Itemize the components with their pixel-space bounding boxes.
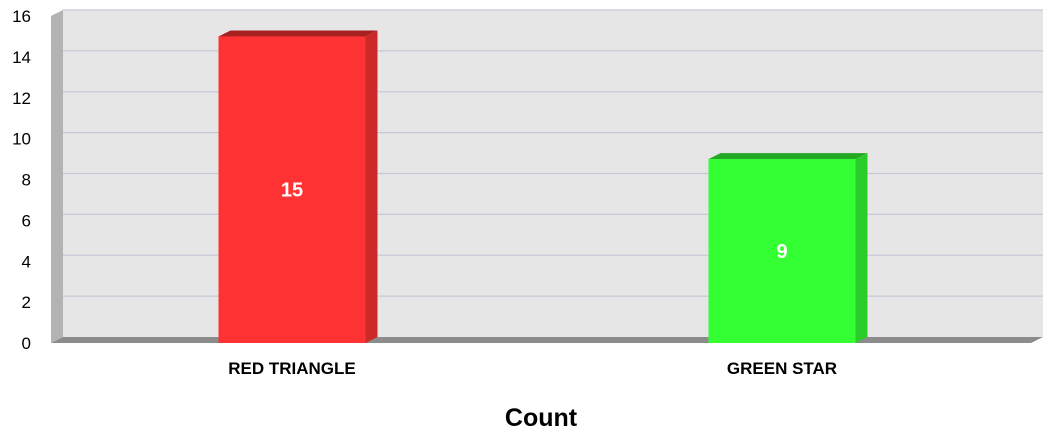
chart-walls [51, 10, 1043, 343]
left-wall [51, 10, 63, 343]
bar-value-label: 15 [281, 180, 303, 202]
y-tick-label: 10 [12, 130, 31, 149]
y-tick-label: 12 [12, 89, 31, 108]
bar [708, 159, 856, 343]
y-tick-label: 16 [12, 7, 31, 26]
bar-group: 9 [708, 153, 868, 343]
x-category-label: RED TRIANGLE [228, 359, 356, 378]
y-tick-label: 8 [22, 171, 31, 190]
y-tick-label: 14 [12, 48, 31, 67]
y-tick-label: 6 [22, 211, 31, 230]
y-tick-label: 4 [22, 252, 31, 271]
y-tick-label: 0 [22, 334, 31, 353]
x-axis-title: Count [505, 404, 578, 431]
bar-value-label: 9 [776, 241, 787, 263]
y-tick-label: 2 [22, 293, 31, 312]
floor [51, 337, 1043, 343]
x-axis-labels: RED TRIANGLE GREEN STAR [228, 359, 837, 378]
bar [218, 36, 366, 343]
bar-top [708, 153, 868, 160]
y-axis-ticks: 0 2 4 6 8 10 12 14 16 [12, 7, 31, 353]
bar-side [855, 153, 868, 343]
chart-floor [51, 337, 1043, 343]
bar-top [218, 30, 378, 37]
bar-side [365, 30, 378, 343]
bars: 15 9 [218, 30, 868, 343]
bar-group: 15 [218, 30, 378, 343]
x-category-label: GREEN STAR [727, 359, 837, 378]
